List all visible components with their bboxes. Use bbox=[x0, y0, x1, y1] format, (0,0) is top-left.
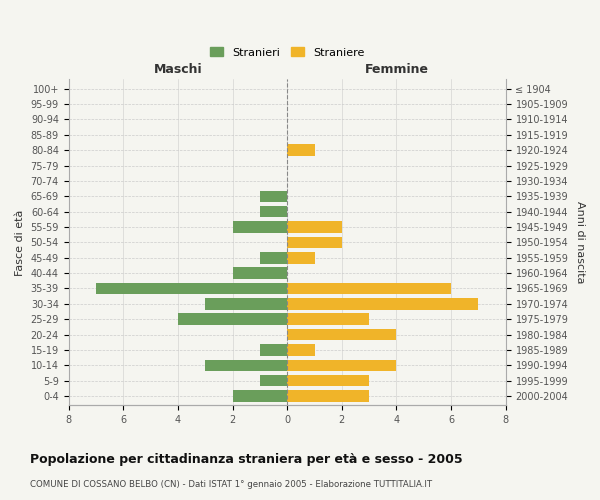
Text: COMUNE DI COSSANO BELBO (CN) - Dati ISTAT 1° gennaio 2005 - Elaborazione TUTTITA: COMUNE DI COSSANO BELBO (CN) - Dati ISTA… bbox=[30, 480, 432, 489]
Bar bbox=[205, 298, 287, 310]
Bar bbox=[205, 360, 287, 371]
Bar bbox=[287, 298, 478, 310]
Y-axis label: Fasce di età: Fasce di età bbox=[15, 209, 25, 276]
Bar bbox=[287, 236, 342, 248]
Bar bbox=[233, 390, 287, 402]
Bar bbox=[287, 390, 369, 402]
Bar bbox=[96, 282, 287, 294]
Bar bbox=[233, 222, 287, 233]
Bar bbox=[260, 344, 287, 356]
Bar bbox=[260, 252, 287, 264]
Bar bbox=[287, 375, 369, 386]
Bar bbox=[287, 329, 397, 340]
Bar bbox=[260, 190, 287, 202]
Bar bbox=[287, 144, 314, 156]
Bar bbox=[178, 314, 287, 325]
Y-axis label: Anni di nascita: Anni di nascita bbox=[575, 201, 585, 283]
Bar bbox=[287, 360, 397, 371]
Bar bbox=[260, 375, 287, 386]
Bar bbox=[287, 252, 314, 264]
Bar bbox=[287, 222, 342, 233]
Bar bbox=[233, 268, 287, 279]
Text: Femmine: Femmine bbox=[364, 64, 428, 76]
Bar bbox=[287, 344, 314, 356]
Bar bbox=[287, 282, 451, 294]
Bar bbox=[260, 206, 287, 218]
Text: Popolazione per cittadinanza straniera per età e sesso - 2005: Popolazione per cittadinanza straniera p… bbox=[30, 452, 463, 466]
Bar bbox=[287, 314, 369, 325]
Text: Maschi: Maschi bbox=[154, 64, 202, 76]
Legend: Stranieri, Straniere: Stranieri, Straniere bbox=[205, 42, 369, 62]
